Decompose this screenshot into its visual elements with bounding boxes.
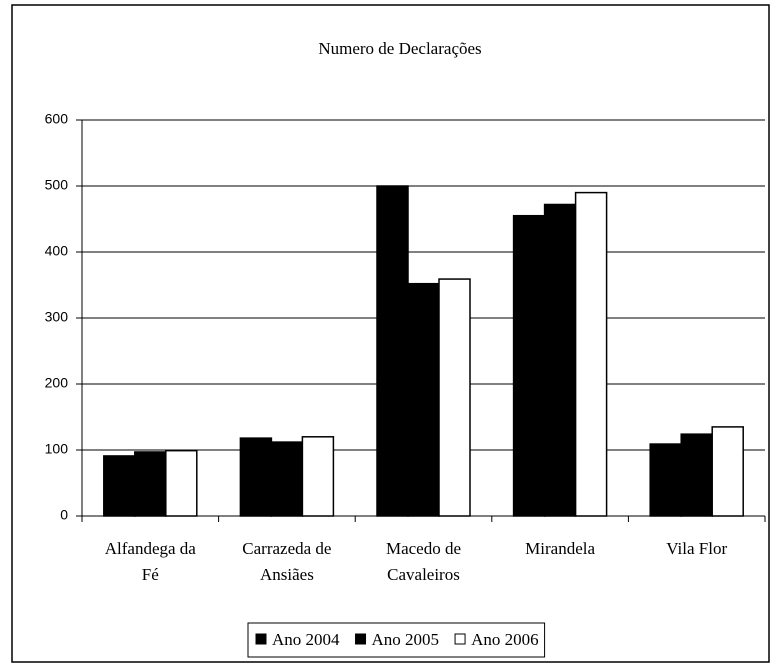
y-tick-label: 600 [45, 111, 69, 127]
bar [574, 191, 608, 517]
x-tick-label: Mirandela [525, 539, 595, 558]
y-tick-label: 300 [45, 309, 69, 325]
bar [134, 451, 167, 517]
bar [711, 426, 744, 517]
legend-label: Ano 2004 [272, 630, 340, 649]
bar [165, 449, 198, 517]
bar [270, 441, 304, 517]
bar [512, 214, 546, 517]
y-tick-label: 100 [45, 441, 69, 457]
legend-marker [454, 633, 466, 645]
x-tick-label: Fé [142, 565, 159, 584]
bar [438, 278, 471, 517]
bar [103, 455, 136, 517]
y-tick-label: 200 [45, 375, 69, 391]
legend-label: Ano 2006 [471, 630, 539, 649]
bar [239, 437, 273, 517]
y-tick-label: 0 [60, 507, 68, 523]
legend-box [247, 622, 546, 658]
bar [649, 443, 682, 517]
bar [301, 436, 335, 517]
y-tick-label: 500 [45, 177, 69, 193]
bar [680, 433, 713, 517]
bar [543, 203, 577, 517]
bar [407, 282, 440, 517]
x-tick-label: Ansiães [260, 565, 314, 584]
chart-title: Numero de Declarações [318, 39, 481, 58]
bar [376, 185, 409, 517]
x-tick-label: Carrazeda de [242, 539, 331, 558]
x-tick-label: Macedo de [386, 539, 461, 558]
y-tick-label: 400 [45, 243, 69, 259]
legend-marker [355, 633, 367, 645]
legend-marker [255, 633, 267, 645]
x-tick-label: Alfandega da [105, 539, 197, 558]
x-tick-label: Cavaleiros [387, 565, 460, 584]
legend-label: Ano 2005 [372, 630, 440, 649]
x-tick-label: Vila Flor [666, 539, 727, 558]
